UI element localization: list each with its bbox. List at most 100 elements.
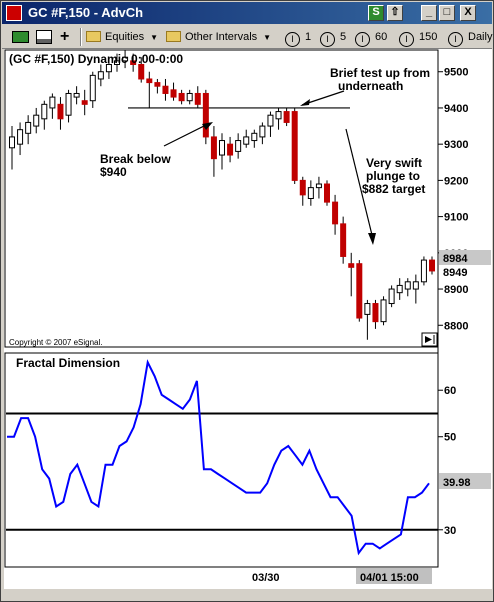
settings-icon[interactable]	[36, 28, 54, 46]
fractal-dimension-line	[7, 359, 430, 556]
fractal-tick-label: 50	[444, 432, 456, 444]
candle	[251, 129, 258, 148]
last-price-label-1: 8984	[443, 253, 468, 265]
candle	[97, 64, 104, 87]
time-axis-date: 03/30	[252, 572, 280, 584]
interval-button-60[interactable]: I 60	[355, 28, 387, 47]
candle	[219, 133, 225, 170]
candle	[388, 285, 395, 308]
candle	[146, 71, 153, 108]
interval-icon: I	[285, 32, 300, 47]
candle	[105, 57, 112, 79]
candle	[429, 256, 435, 275]
annotation-plunge-arrow	[345, 128, 373, 236]
candle	[340, 216, 347, 264]
candle	[130, 53, 137, 72]
price-tick-label: 9100	[444, 212, 468, 224]
link-arrow-button[interactable]: ⇧	[387, 5, 403, 21]
maximize-button[interactable]: □	[439, 5, 455, 21]
candle	[81, 89, 88, 116]
last-price-box-1	[439, 250, 491, 265]
equities-label: Equities	[105, 31, 145, 43]
arrow-head-icon	[202, 122, 213, 130]
candle	[57, 97, 64, 130]
interval-button-daily[interactable]: I Daily	[448, 28, 492, 47]
candle	[283, 107, 290, 127]
interval-label: 1	[305, 31, 312, 43]
candle	[235, 133, 242, 159]
candle	[17, 122, 24, 156]
interval-icon: I	[355, 32, 370, 47]
chart-area[interactable]: 95009400930092009100900089008800 605030 …	[4, 49, 492, 589]
symbol-link-button[interactable]: S	[368, 5, 384, 21]
price-tick-label: 9200	[444, 175, 468, 187]
close-button[interactable]: X	[460, 5, 476, 21]
add-icon[interactable]: +	[60, 28, 70, 45]
candle	[259, 122, 266, 145]
price-panel-header: (GC #F,150) Dynamic 0:00-0:00	[9, 52, 183, 66]
interval-label: 150	[419, 31, 438, 43]
candle	[299, 176, 306, 206]
fractal-panel-title: Fractal Dimension	[16, 356, 120, 370]
fractal-panel-frame	[4, 352, 439, 568]
candle	[380, 296, 387, 326]
annotation-break-arrow	[163, 122, 211, 147]
candle	[291, 107, 298, 185]
minimize-button[interactable]: _	[421, 5, 437, 21]
candle	[356, 260, 363, 322]
equities-dropdown[interactable]: Equities ▼	[86, 28, 158, 46]
candle	[275, 107, 282, 130]
candle	[404, 278, 411, 297]
candle	[412, 274, 419, 304]
candle	[186, 89, 193, 105]
dropdown-arrow-icon: ▼	[263, 33, 272, 42]
toolbar-separator	[80, 28, 82, 46]
arrow-head-icon	[300, 99, 310, 106]
time-cursor-box	[356, 568, 432, 584]
arrow-head-icon	[368, 233, 376, 245]
price-axis: 95009400930092009100900089008800	[438, 67, 468, 332]
dropdown-arrow-icon: ▼	[150, 33, 159, 42]
fractal-value-box	[439, 473, 491, 489]
last-price-box-2	[439, 265, 491, 279]
interval-icon: I	[399, 32, 414, 47]
candle	[178, 89, 185, 105]
interval-icon: I	[448, 32, 463, 47]
interval-label: 5	[340, 31, 347, 43]
price-tick-label: 8900	[444, 284, 468, 296]
annotation-test: Brief test up from underneath	[330, 66, 433, 93]
candle	[9, 126, 15, 170]
app-icon	[6, 5, 22, 21]
candle	[332, 194, 339, 235]
title-bar[interactable]: GC #F,150 - AdvCh S ⇧ _ □ X	[2, 2, 492, 24]
fractal-current-value: 39.98	[443, 477, 471, 489]
candle	[73, 86, 80, 105]
interval-icon: I	[320, 32, 335, 47]
candle	[396, 278, 403, 300]
candle	[210, 126, 217, 177]
candle	[41, 100, 48, 130]
price-tick-label: 9300	[444, 139, 468, 151]
fractal-tick-label: 30	[444, 525, 456, 537]
folder-icon	[166, 31, 181, 42]
chart-svg[interactable]: 95009400930092009100900089008800 605030 …	[4, 49, 492, 589]
annotation-plunge: Very swift plunge to $882 target	[362, 156, 425, 196]
other-intervals-dropdown[interactable]: Other Intervals ▼	[166, 28, 271, 46]
candle	[114, 53, 120, 72]
scroll-right-icon[interactable]	[421, 332, 438, 347]
candle	[194, 86, 201, 108]
annotation-break: Break below $940	[100, 152, 174, 179]
candle	[154, 78, 161, 94]
candle	[89, 71, 96, 108]
candle	[348, 252, 355, 297]
candle	[202, 89, 209, 145]
price-tick-label: 9400	[444, 103, 468, 115]
candle	[364, 299, 371, 340]
link-chart-icon[interactable]	[12, 28, 30, 46]
interval-button-150[interactable]: I 150	[399, 28, 438, 47]
copyright-text: Copyright © 2007 eSignal.	[9, 338, 103, 347]
